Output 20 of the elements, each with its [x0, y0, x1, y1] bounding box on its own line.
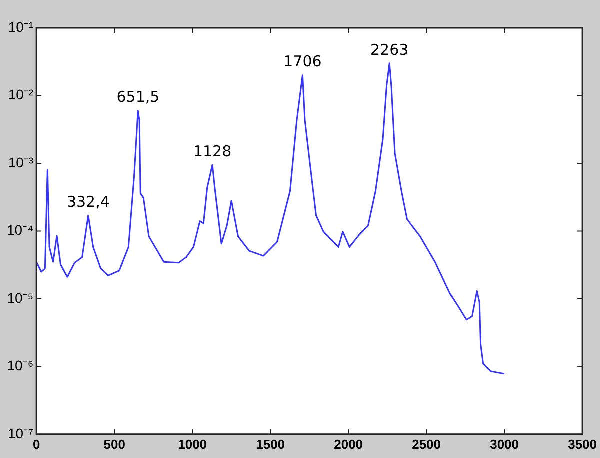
annotation: 651,5	[116, 88, 160, 106]
x-tick-label: 3000	[490, 436, 520, 452]
y-tick-label: 10⁻²	[8, 86, 34, 103]
x-tick-label: 2000	[334, 436, 364, 452]
y-tick-label: 10⁻⁷	[8, 425, 34, 442]
annotation: 2263	[370, 40, 409, 59]
y-tick-label: 10⁻³	[8, 154, 34, 170]
annotation: 332,4	[66, 192, 110, 211]
x-tick-label: 500	[104, 436, 126, 452]
x-tick-label: 3500	[568, 436, 597, 452]
y-tick-label: 10⁻⁵	[7, 290, 34, 306]
x-tick-label: 1000	[178, 436, 208, 452]
annotation: 1128	[193, 142, 232, 160]
x-tick-label: 2500	[412, 436, 442, 452]
annotation: 1706	[284, 52, 322, 71]
x-tick-label: 1500	[256, 436, 286, 452]
y-tick-label: 10⁻⁶	[7, 358, 34, 374]
y-tick-label: 10⁻⁴	[6, 222, 34, 238]
y-tick-label: 10⁻¹	[8, 18, 34, 35]
x-tick-label: 0	[32, 436, 40, 452]
